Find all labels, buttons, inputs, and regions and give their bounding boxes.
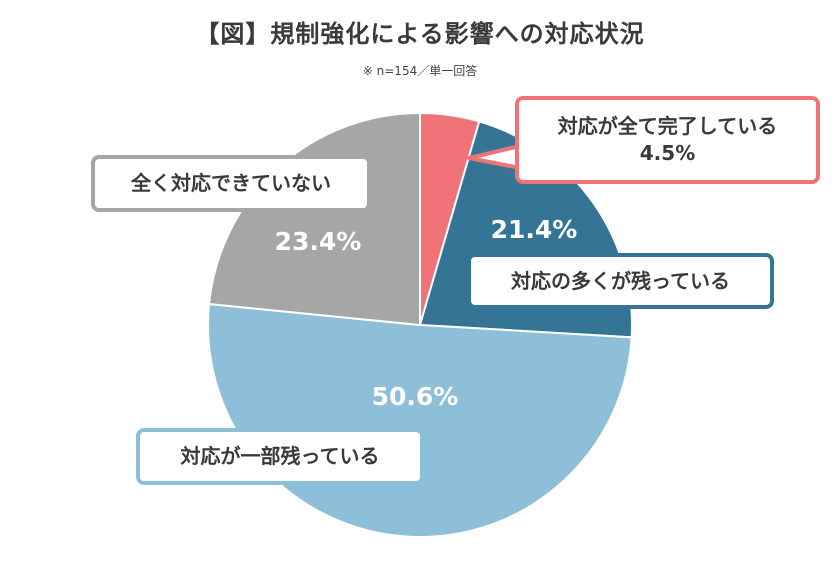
callout-many-remaining: 対応の多くが残っている [467,253,774,309]
callout-not-at-all-label: 全く対応できていない [131,171,331,195]
pie-slice-partial-remaining [207,302,633,538]
slice-value-label-none: 23.4% [275,227,362,256]
chart-title: 【図】規制強化による影響への対応状況 [195,20,645,48]
slice-value-labels: 21.4% 50.6% 23.4% [275,215,578,411]
chart-subtitle: ※ n=154／単一回答 [362,64,478,78]
slice-value-label-partial: 50.6% [372,382,459,411]
slice-value-label-all-but-many: 21.4% [491,215,578,244]
callout-not-at-all: 全く対応できていない [91,155,371,212]
callout-complete-value: 4.5% [639,141,696,165]
callout-complete-label: 対応が全て完了している [557,114,778,138]
callout-partial-remaining: 対応が一部残っている [136,428,424,485]
callout-partial-remaining-label: 対応が一部残っている [180,444,380,468]
pie-slice-not-at-all [207,111,421,327]
callout-many-remaining-label: 対応の多くが残っている [511,268,730,293]
callout-complete: 対応が全て完了している 4.5% [515,96,820,184]
